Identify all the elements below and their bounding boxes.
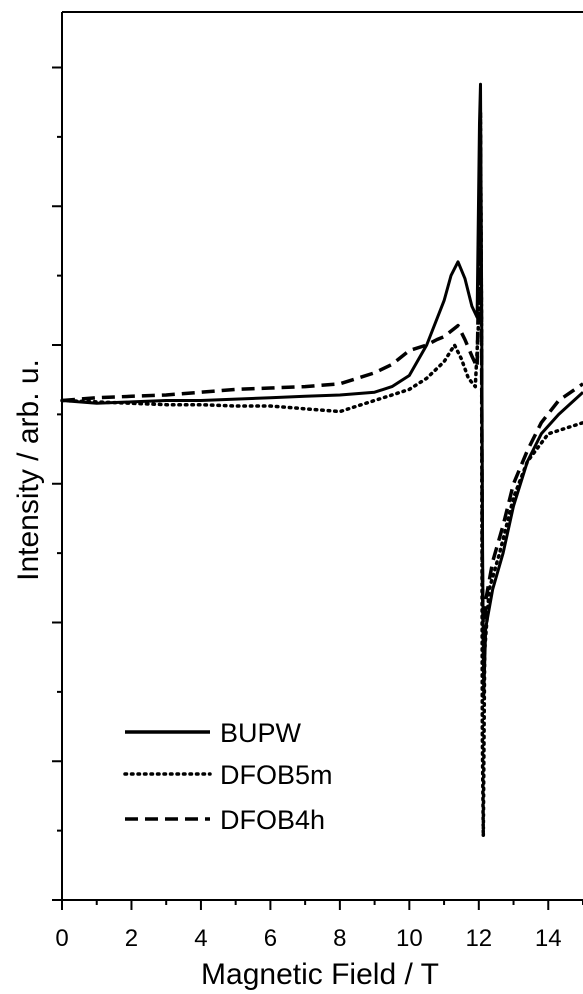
y-axis-label: Intensity / arb. u. — [12, 359, 45, 581]
plot-area — [60, 82, 583, 838]
series-line-dfob4h — [61, 135, 583, 666]
axes — [52, 11, 583, 910]
x-tick-label: 2 — [125, 925, 138, 952]
x-tick-label: 12 — [465, 925, 492, 952]
series-line-bupw — [61, 82, 583, 699]
legend-label-dfob5m: DFOB5m — [220, 760, 333, 790]
x-tick-labels: 0 2 4 6 8 10 12 14 — [55, 925, 561, 952]
x-tick-label: 6 — [264, 925, 277, 952]
legend: BUPW DFOB5m DFOB4h — [123, 718, 333, 835]
legend-label-bupw: BUPW — [220, 718, 302, 748]
x-axis-label: Magnetic Field / T — [201, 958, 439, 991]
series-line-dfob5m — [60, 110, 583, 838]
x-tick-label: 0 — [55, 925, 68, 952]
x-tick-label: 8 — [333, 925, 346, 952]
x-tick-label: 14 — [535, 925, 562, 952]
x-tick-label: 4 — [194, 925, 207, 952]
x-tick-label: 10 — [396, 925, 423, 952]
legend-label-dfob4h: DFOB4h — [220, 805, 325, 835]
